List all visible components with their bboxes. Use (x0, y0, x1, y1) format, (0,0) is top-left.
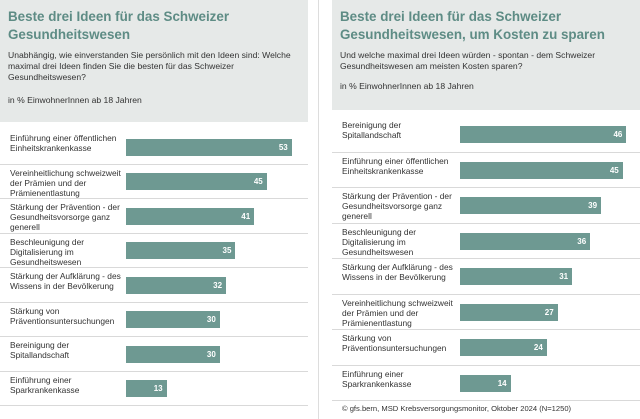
bar-value-label: 36 (577, 236, 587, 246)
category-label: Stärkung der Aufklärung - des Wissens in… (10, 271, 121, 292)
bar-value-label: 46 (613, 130, 623, 140)
bar-value-label: 27 (544, 307, 554, 317)
category-label: Bereinigung der Spitallandschaft (342, 120, 402, 141)
bar: 35 (126, 242, 236, 260)
category-label: Vereinheitlichung schweizweit der Prämie… (10, 167, 121, 198)
bar: 32 (126, 276, 227, 294)
chart-row: Stärkung der Aufklärung - des Wissens in… (0, 268, 308, 303)
bar-value-label: 30 (206, 315, 216, 325)
category-label: Bereinigung der Spitallandschaft (10, 340, 70, 361)
bar-value-label: 41 (241, 211, 251, 221)
chart-subtitle: Und welche maximal drei Ideen würden - s… (340, 50, 596, 72)
chart-row: Stärkung von Präventionsuntersuchungen 30 (0, 303, 308, 337)
chart-row: Beschleunigung der Digitalisierung im Ge… (332, 224, 640, 259)
bar: 30 (126, 311, 220, 329)
chart-title: Beste drei Ideen für das Schweizer Gesun… (340, 9, 605, 42)
bar: 30 (126, 345, 220, 363)
chart-row: Beschleunigung der Digitalisierung im Ge… (0, 234, 308, 268)
bar: 41 (126, 207, 255, 225)
category-label: Einführung einer öffentlichen Einheitskr… (10, 133, 117, 154)
chart-row: Einführung einer Sparkrankenkasse 14 (332, 366, 640, 401)
chart-subtitle: Unabhängig, wie einverstanden Sie persön… (8, 50, 291, 83)
chart-unit-label: in % EinwohnerInnen ab 18 Jahren (8, 94, 142, 105)
bar: 45 (460, 161, 623, 179)
category-label: Stärkung der Prävention - der Gesundheit… (10, 202, 120, 233)
category-label: Stärkung der Prävention - der Gesundheit… (342, 191, 452, 222)
bar: 31 (460, 268, 573, 286)
bar: 45 (126, 173, 267, 191)
chart-row: Bereinigung der Spitallandschaft 46 (332, 117, 640, 153)
bar-chart-ideas: Einführung einer öffentlichen Einheitskr… (0, 130, 308, 406)
bar-value-label: 39 (588, 201, 598, 211)
category-label: Einführung einer Sparkrankenkasse (10, 374, 80, 395)
bar-value-label: 24 (533, 343, 543, 353)
chart-header: Beste drei Ideen für das Schweizer Gesun… (332, 0, 640, 110)
category-label: Einführung einer Sparkrankenkasse (342, 368, 412, 389)
chart-row: Einführung einer öffentlichen Einheitskr… (332, 153, 640, 188)
bar-value-label: 45 (253, 177, 263, 187)
chart-row: Einführung einer öffentlichen Einheitskr… (0, 130, 308, 165)
bar-value-label: 13 (153, 384, 163, 394)
category-label: Beschleunigung der Digitalisierung im Ge… (342, 226, 417, 257)
bar: 39 (460, 197, 602, 215)
bar-value-label: 35 (222, 246, 232, 256)
bar: 24 (460, 339, 547, 357)
chart-header: Beste drei Ideen für das Schweizer Gesun… (0, 0, 308, 122)
bar: 36 (460, 232, 591, 250)
category-label: Beschleunigung der Digitalisierung im Ge… (10, 236, 85, 267)
bar: 14 (460, 374, 511, 392)
chart-row: Stärkung der Prävention - der Gesundheit… (332, 188, 640, 224)
chart-panel-cost-saving: Beste drei Ideen für das Schweizer Gesun… (332, 0, 640, 419)
chart-title: Beste drei Ideen für das Schweizer Gesun… (8, 9, 230, 42)
bar: 53 (126, 138, 292, 156)
chart-row: Vereinheitlichung schweizweit der Prämie… (332, 295, 640, 330)
chart-unit-label: in % EinwohnerInnen ab 18 Jahren (340, 81, 474, 92)
chart-row: Stärkung der Aufklärung - des Wissens in… (332, 259, 640, 295)
chart-row: Stärkung der Prävention - der Gesundheit… (0, 199, 308, 234)
bar-value-label: 30 (206, 349, 216, 359)
bar-chart-cost-saving: Bereinigung der Spitallandschaft 46 Einfüh… (332, 117, 640, 401)
chart-panel-ideas: Beste drei Ideen für das Schweizer Gesun… (0, 0, 308, 419)
category-label: Stärkung der Aufklärung - des Wissens in… (342, 262, 453, 283)
category-label: Stärkung von Präventionsuntersuchungen (10, 305, 115, 326)
chart-row: Einführung einer Sparkrankenkasse 13 (0, 372, 308, 406)
bar-value-label: 32 (213, 280, 223, 290)
chart-row: Vereinheitlichung schweizweit der Prämie… (0, 165, 308, 199)
bar-value-label: 31 (559, 272, 569, 282)
panel-divider (318, 0, 319, 419)
chart-row: Stärkung von Präventionsuntersuchungen 24 (332, 330, 640, 366)
bar-value-label: 53 (278, 142, 288, 152)
bar-value-label: 45 (609, 165, 619, 175)
category-label: Einführung einer öffentlichen Einheitskr… (342, 155, 449, 176)
bar: 27 (460, 303, 558, 321)
source-footer: © gfs.bern, MSD Krebsversorgungsmonitor,… (342, 404, 572, 413)
bar: 46 (460, 126, 627, 144)
bar-value-label: 14 (497, 378, 507, 388)
bar: 13 (126, 380, 167, 398)
chart-row: Bereinigung der Spitallandschaft 30 (0, 337, 308, 372)
category-label: Vereinheitlichung schweizweit der Prämie… (342, 297, 453, 328)
category-label: Stärkung von Präventionsuntersuchungen (342, 333, 447, 354)
